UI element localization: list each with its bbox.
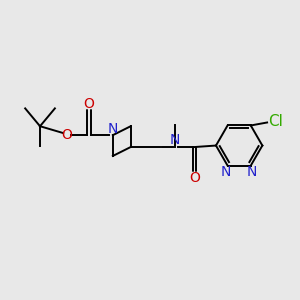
- Text: O: O: [189, 171, 200, 185]
- Text: N: N: [108, 122, 118, 136]
- Text: O: O: [61, 128, 72, 142]
- Text: N: N: [247, 165, 257, 178]
- Text: N: N: [170, 134, 181, 148]
- Text: N: N: [221, 165, 231, 178]
- Text: O: O: [84, 97, 94, 111]
- Text: Cl: Cl: [268, 113, 283, 128]
